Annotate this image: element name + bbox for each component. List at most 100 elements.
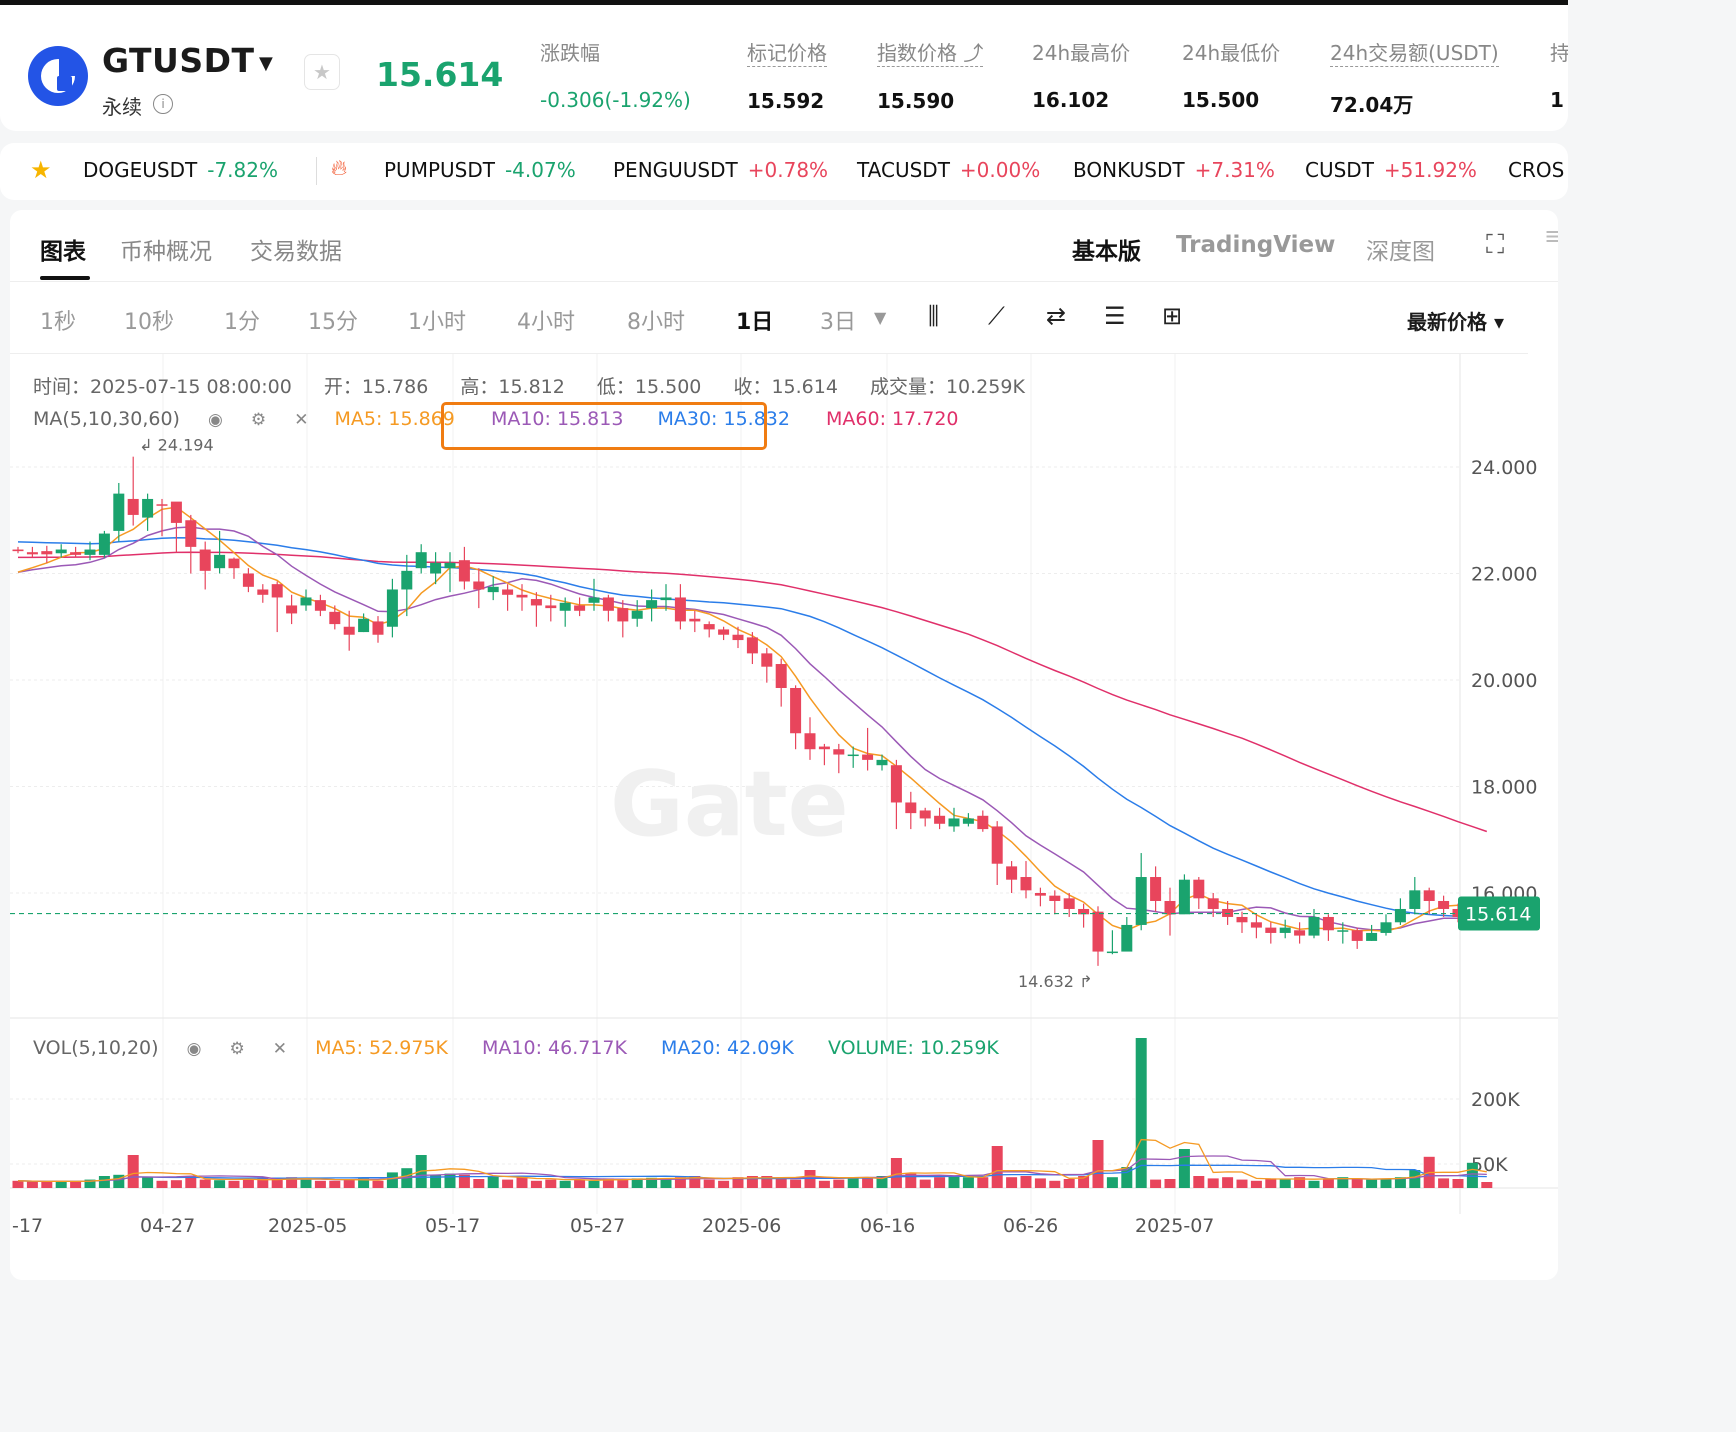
ticker-symbol: DOGEUSDT: [83, 158, 198, 182]
candle-body: [761, 653, 773, 667]
swap-icon[interactable]: ⇄: [1046, 302, 1067, 330]
fullscreen-icon[interactable]: ⛶: [1486, 230, 1505, 260]
symbol-title[interactable]: GTUSDT: [102, 41, 255, 80]
volume-bar: [372, 1180, 384, 1188]
volume-bar: [703, 1179, 715, 1188]
list-settings-icon[interactable]: ☰: [1104, 302, 1126, 330]
interval-6[interactable]: 8小时: [627, 310, 685, 335]
view-tradingview[interactable]: TradingView: [1176, 232, 1336, 258]
candle-body: [401, 570, 413, 590]
volume-bar: [1380, 1179, 1392, 1188]
volume-bar: [1279, 1179, 1291, 1188]
candle-body: [1279, 927, 1291, 933]
price-type-select[interactable]: 最新价格 ▾: [1407, 310, 1505, 334]
tab-coin-overview[interactable]: 币种概况: [120, 239, 212, 265]
star-icon[interactable]: ★: [30, 156, 52, 184]
stat-value: 15.592: [747, 89, 825, 113]
ohlc-high: 高：15.812: [460, 376, 565, 398]
volume-bar: [343, 1179, 355, 1188]
volume-bar: [732, 1177, 744, 1188]
ticker-change: +0.00%: [959, 158, 1041, 182]
indicator-icon[interactable]: ⟋: [988, 302, 1005, 330]
stat-value: 15.500: [1182, 88, 1260, 112]
drawing-tools-icon[interactable]: ⊞: [1162, 302, 1183, 330]
volume-bar: [862, 1178, 874, 1188]
candle-body: [1006, 866, 1018, 880]
candle-type-icon[interactable]: ⫼: [928, 302, 940, 330]
tab-trade-data[interactable]: 交易数据: [250, 239, 342, 265]
interval-1[interactable]: 10秒: [124, 310, 174, 335]
current-price-label: 15.614: [1465, 904, 1531, 926]
interval-3[interactable]: 15分: [308, 310, 358, 335]
interval-7[interactable]: 1日: [736, 310, 774, 335]
stat-label: 24h最低价: [1182, 41, 1281, 65]
vol-eye-icon[interactable]: ◉: [186, 1039, 202, 1059]
volume-bar: [631, 1178, 643, 1188]
candle-body: [343, 626, 355, 635]
volume-bar: [1466, 1162, 1478, 1188]
volume-bar: [1265, 1178, 1277, 1188]
header-stat: 24h最低价 15.500: [1182, 37, 1280, 112]
candle-body: [185, 520, 197, 547]
candle-body: [156, 504, 168, 506]
interval-0[interactable]: 1秒: [40, 310, 76, 335]
candle-body: [991, 826, 1003, 864]
candle-body: [1265, 927, 1277, 933]
candle-body: [84, 549, 96, 555]
candle-body: [617, 608, 629, 622]
favorite-star-icon[interactable]: ★: [304, 54, 340, 90]
interval-8[interactable]: 3日: [820, 310, 856, 335]
candle-body: [41, 551, 53, 555]
candle-body: [1078, 908, 1090, 915]
ticker-item[interactable]: BONKUSDT +7.31%: [1073, 158, 1275, 182]
vol-settings-icon[interactable]: ⚙: [229, 1039, 245, 1059]
candle-body: [199, 549, 211, 571]
ma-indicator-label: MA(5,10,30,60): [33, 408, 180, 430]
candle-body: [1049, 895, 1061, 901]
volume-bar: [559, 1180, 571, 1188]
view-basic[interactable]: 基本版: [1072, 239, 1141, 265]
settings-icon[interactable]: ⚙: [250, 410, 267, 430]
tab-chart[interactable]: 图表: [40, 239, 86, 265]
vol-close-icon[interactable]: ✕: [272, 1039, 288, 1059]
price-tick-label: 24.000: [1471, 457, 1537, 479]
candle-body: [516, 594, 528, 598]
candle-body: [818, 746, 830, 750]
close-icon[interactable]: ✕: [294, 410, 309, 430]
ticker-item[interactable]: PUMPUSDT -4.07%: [384, 158, 576, 182]
interval-2[interactable]: 1分: [224, 310, 260, 335]
ticker-symbol: BONKUSDT: [1073, 158, 1185, 182]
symbol-dropdown-icon[interactable]: ▼: [259, 53, 273, 74]
candle-body: [674, 597, 686, 622]
volume-bar: [1164, 1179, 1176, 1188]
ohlc-open: 开：15.786: [323, 376, 429, 398]
volume-bar: [530, 1180, 542, 1188]
info-icon[interactable]: i: [153, 94, 173, 114]
eye-icon[interactable]: ◉: [208, 410, 223, 430]
interval-5[interactable]: 4小时: [517, 310, 575, 335]
volume-bar: [271, 1179, 283, 1188]
view-depth[interactable]: 深度图: [1366, 239, 1435, 265]
volume-bar: [660, 1179, 672, 1188]
ticker-item[interactable]: CUSDT +51.92%: [1305, 158, 1477, 182]
ticker-bar: ★ 🔥︎ DOGEUSDT -7.82% PUMPUSDT -4.07% PENGUUS…: [0, 143, 1568, 200]
volume-bar: [1135, 1038, 1147, 1188]
menu-icon[interactable]: ≡: [1544, 222, 1558, 250]
ticker-item[interactable]: PENGUUSDT +0.78%: [613, 158, 828, 182]
volume-bar: [55, 1180, 67, 1188]
ticker-item[interactable]: DOGEUSDT -7.82%: [83, 158, 278, 182]
ticker-item[interactable]: CROS: [1508, 158, 1568, 182]
interval-4[interactable]: 1小时: [408, 310, 466, 335]
ma-indicator-legend: MA(5,10,30,60) ◉ ⚙ ✕ MA5: 15.869 MA10: 1…: [33, 408, 959, 430]
vol-indicator-label: VOL(5,10,20): [33, 1037, 159, 1059]
price-tick-label: 18.000: [1471, 777, 1537, 799]
top-edge: [0, 0, 1568, 5]
volume-bar: [804, 1170, 816, 1188]
interval-dropdown-icon[interactable]: ▼: [874, 308, 887, 327]
volume-bar: [545, 1179, 557, 1188]
stat-value: 15.590: [877, 89, 955, 113]
fire-icon[interactable]: 🔥︎: [331, 156, 348, 181]
ticker-item[interactable]: TACUSDT +0.00%: [857, 158, 1040, 182]
volume-bar: [142, 1177, 154, 1188]
